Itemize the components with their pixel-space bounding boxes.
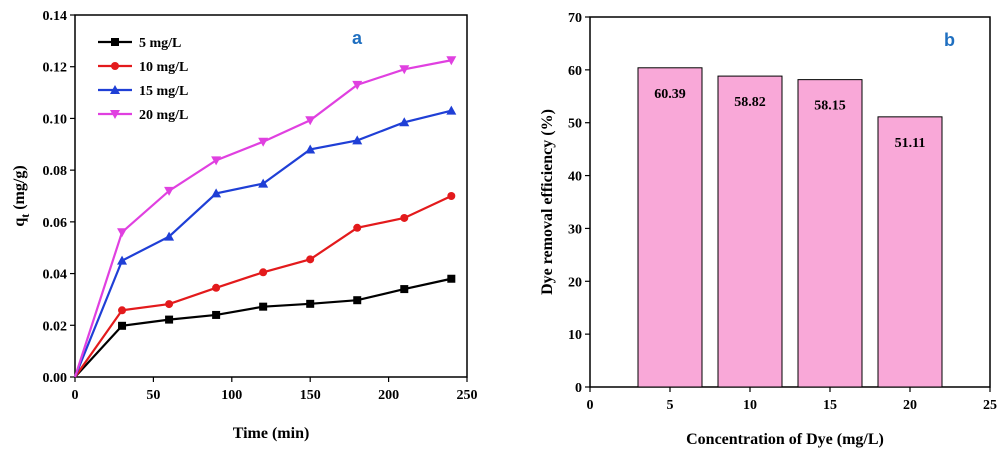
x-tick-label-a: 250: [457, 388, 478, 403]
panel-label-b: b: [944, 30, 955, 50]
x-tick-label-a: 50: [146, 388, 160, 403]
data-point-5-mg-l: [118, 321, 127, 330]
chart-a: 0 50 100 150 200 250 0.00 0.02 0.04 0.06 0.08 0.10 0…: [11, 9, 478, 442]
data-point-20-mg-l: [164, 186, 175, 196]
data-point-20-mg-l: [305, 116, 316, 126]
plot-area-a: [74, 14, 468, 378]
y-tick-label-b: 0: [575, 381, 582, 396]
legend-marker-10-mg-l: [111, 62, 119, 70]
bar-5: [637, 67, 703, 388]
data-point-15-mg-l: [352, 135, 363, 145]
data-point-15-mg-l: [305, 144, 316, 154]
data-point-10-mg-l: [118, 306, 127, 315]
data-point-20-mg-l: [117, 228, 128, 238]
chart-b: 0 5 10 15 20 25 0 10 20 30 40 50 60 70 60.39 58.82 58.1…: [539, 11, 997, 448]
y-tick-label-b: 40: [568, 170, 582, 185]
data-point-10-mg-l: [165, 300, 174, 309]
data-point-5-mg-l: [306, 299, 315, 308]
y-tick-label-a: 0.04: [43, 268, 68, 283]
y-tick-label-b: 10: [568, 328, 582, 343]
panel-label-a: a: [352, 28, 363, 48]
x-tick-label-a: 200: [378, 388, 399, 403]
plot-area-b: [589, 16, 991, 388]
data-point-10-mg-l: [212, 283, 221, 292]
x-axis-label-a: Time (min): [233, 425, 310, 442]
bar-15: [797, 79, 863, 388]
data-point-10-mg-l: [447, 192, 456, 200]
y-tick-label-b: 60: [568, 64, 582, 79]
y-tick-label-b: 50: [568, 117, 582, 132]
data-point-15-mg-l: [399, 117, 410, 127]
data-point-10-mg-l: [353, 223, 362, 232]
y-tick-label-a: 0.10: [43, 112, 68, 127]
data-point-15-mg-l: [164, 231, 175, 241]
bar-data-label-15: 58.15: [814, 99, 846, 114]
data-point-15-mg-l: [446, 105, 457, 115]
x-tick-label-b: 20: [903, 398, 917, 413]
data-point-5-mg-l: [447, 274, 456, 283]
y-tick-label-b: 30: [568, 222, 582, 237]
y-tick-label-a: 0.02: [43, 319, 68, 334]
series-line-5-mg-l: [74, 277, 452, 378]
data-point-10-mg-l: [259, 268, 268, 277]
data-point-20-mg-l: [446, 56, 457, 66]
y-tick-label-a: 0.08: [43, 164, 68, 179]
legend-a: 5 mg/L 10 mg/L 15 mg/L 20 mg/L: [98, 36, 188, 123]
legend-label-5-mg-l: 5 mg/L: [139, 36, 181, 51]
data-point-20-mg-l: [352, 80, 363, 90]
legend-marker-15-mg-l: [110, 85, 120, 94]
x-tick-label-b: 15: [823, 398, 837, 413]
data-point-5-mg-l: [165, 315, 174, 324]
data-point-5-mg-l: [259, 302, 268, 311]
y-label-a-unit: (mg/g): [11, 165, 28, 213]
x-tick-label-b: 5: [667, 398, 674, 413]
bar-10: [717, 75, 783, 388]
bar-data-label-20: 51.11: [895, 136, 926, 151]
legend-label-20-mg-l: 20 mg/L: [139, 108, 188, 123]
x-tick-label-b: 10: [743, 398, 757, 413]
y-axis-label-a: qt (mg/g): [11, 165, 32, 226]
series-line-20-mg-l: [73, 59, 452, 378]
legend-marker-5-mg-l: [111, 38, 119, 46]
y-label-a-main: q: [11, 218, 28, 227]
legend-label-10-mg-l: 10 mg/L: [139, 60, 188, 75]
data-point-20-mg-l: [258, 137, 269, 147]
x-axis-label-b: Concentration of Dye (mg/L): [686, 431, 884, 448]
y-tick-label-a: 0.14: [43, 9, 68, 24]
y-tick-label-a: 0.06: [43, 216, 68, 231]
data-point-10-mg-l: [400, 213, 409, 222]
legend-label-15-mg-l: 15 mg/L: [139, 84, 188, 99]
legend-marker-20-mg-l: [110, 110, 120, 119]
x-tick-label-b: 0: [587, 398, 594, 413]
data-point-5-mg-l: [400, 285, 409, 294]
y-tick-label-b: 20: [568, 275, 582, 290]
data-point-15-mg-l: [117, 255, 128, 265]
data-point-20-mg-l: [399, 65, 410, 75]
bar-20: [877, 116, 943, 388]
data-point-10-mg-l: [306, 255, 315, 264]
y-tick-label-b: 70: [568, 11, 582, 26]
y-label-a-subscript: t: [18, 214, 32, 218]
bar-data-label-10: 58.82: [734, 95, 766, 110]
data-point-15-mg-l: [258, 178, 269, 188]
x-tick-label-a: 100: [221, 388, 242, 403]
y-tick-label-a: 0.00: [43, 371, 68, 386]
data-point-5-mg-l: [353, 296, 362, 305]
series-line-15-mg-l: [73, 109, 452, 378]
data-point-5-mg-l: [212, 310, 221, 319]
y-tick-label-a: 0.12: [43, 61, 68, 76]
data-point-15-mg-l: [211, 188, 222, 198]
x-tick-label-a: 0: [72, 388, 79, 403]
x-tick-label-b: 25: [983, 398, 997, 413]
data-point-20-mg-l: [211, 156, 222, 166]
y-axis-label-b: Dye removal efficiency (%): [539, 109, 556, 295]
x-tick-label-a: 150: [300, 388, 321, 403]
bar-data-label-5: 60.39: [654, 87, 686, 102]
